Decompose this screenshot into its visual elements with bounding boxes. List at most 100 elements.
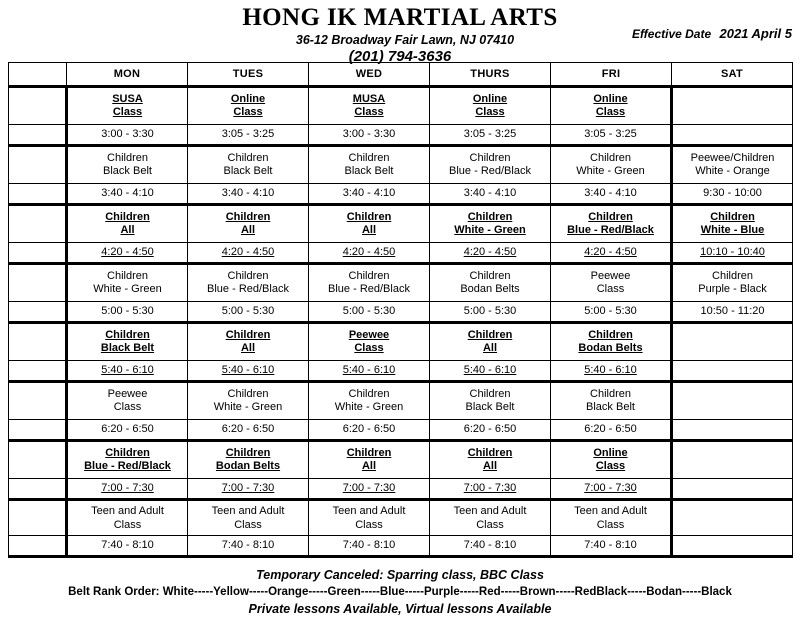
time-range-text: 3:00 - 3:30 [101, 128, 154, 140]
cell-lines: 5:00 - 5:30 [68, 302, 187, 321]
cell-lines: Children Blue - Red/Black [430, 147, 550, 183]
schedule-class-row: Children All Children All Children All Childre… [8, 203, 793, 243]
row-stub-cell [8, 124, 67, 147]
cell-lines: 5:40 - 6:10 [188, 361, 308, 380]
class-title-line: Teen and Adult [453, 505, 527, 517]
class-detail-line: All [240, 224, 256, 236]
cell-lines: 10:50 - 11:20 [673, 302, 792, 321]
class-cell-fri-2: Children Blue - Red/Black [550, 203, 673, 243]
cell-lines [673, 479, 792, 498]
time-cell-mon-4: 5:40 - 6:10 [65, 360, 188, 383]
time-range-text: 4:20 - 4:50 [584, 246, 637, 258]
class-cell-mon-6: Children Blue - Red/Black [65, 439, 188, 479]
class-cell-tues-7: Teen and Adult Class [187, 498, 309, 536]
class-detail-line: Black Belt [223, 165, 273, 177]
class-detail-line: Class [233, 106, 263, 118]
class-detail-line: Class [354, 106, 384, 118]
class-detail-line: Blue - Red/Black [449, 165, 531, 177]
class-detail-line: White - Green [334, 401, 404, 413]
time-range-text: 3:40 - 4:10 [221, 187, 275, 199]
cell-lines: 4:20 - 4:50 [430, 243, 550, 262]
class-cell-sat-7 [671, 498, 793, 536]
class-title-line: Peewee/Children [690, 152, 775, 164]
time-cell-tues-3: 5:00 - 5:30 [187, 301, 309, 324]
class-detail-line: Class [113, 401, 142, 413]
time-range-text: 3:40 - 4:10 [584, 187, 637, 199]
cell-lines: Children Black Belt [68, 324, 187, 360]
time-cell-fri-0: 3:05 - 3:25 [550, 124, 673, 147]
row-stub-cell [8, 85, 67, 125]
cell-lines: 6:20 - 6:50 [68, 420, 187, 439]
time-range-text: 5:40 - 6:10 [221, 364, 275, 376]
day-header-row: MON TUES WED THURS FRI SAT [8, 62, 793, 87]
time-cell-wed-4: 5:40 - 6:10 [308, 360, 430, 383]
class-cell-fri-5: Children Black Belt [550, 380, 673, 420]
cell-lines: 7:00 - 7:30 [309, 479, 429, 498]
time-cell-fri-5: 6:20 - 6:50 [550, 419, 673, 442]
class-cell-fri-4: Children Bodan Belts [550, 321, 673, 361]
cell-lines: Children Blue - Red/Black [309, 265, 429, 301]
cell-lines: Children All [188, 206, 308, 242]
schedule-class-row: Children Black Belt Children Black Belt Chil… [8, 144, 793, 184]
cell-lines: 10:10 - 10:40 [673, 243, 792, 262]
class-cell-wed-5: Children White - Green [308, 380, 430, 420]
schedule-time-row: 7:40 - 8:10 7:40 - 8:10 7:40 - 8:10 7:40 - … [8, 535, 793, 558]
time-range-text: 3:05 - 3:25 [463, 128, 517, 140]
class-detail-line: Black Belt [344, 165, 394, 177]
class-title-line: Children [710, 211, 755, 223]
class-cell-wed-4: Peewee Class [308, 321, 430, 361]
cell-lines: 5:40 - 6:10 [551, 361, 670, 380]
schedule-class-row: SUSA Class Online Class MUSA Class Online Class… [8, 85, 793, 125]
cell-lines: Children Bodan Belts [430, 265, 550, 301]
time-range-text: 6:20 - 6:50 [101, 423, 154, 435]
time-cell-sat-7 [671, 535, 793, 558]
class-title-line: Teen and Adult [574, 505, 647, 517]
class-detail-line: Class [595, 106, 626, 118]
time-cell-sat-6 [671, 478, 793, 501]
time-cell-fri-7: 7:40 - 8:10 [550, 535, 673, 558]
schedule-time-row: 6:20 - 6:50 6:20 - 6:50 6:20 - 6:50 6:20 - … [8, 419, 793, 442]
class-cell-mon-2: Children All [65, 203, 188, 243]
class-cell-sat-6 [671, 439, 793, 479]
cell-lines: Children White - Green [551, 147, 670, 183]
cell-lines: Children All [430, 324, 550, 360]
class-title-line: Children [105, 329, 150, 341]
class-cell-thurs-7: Teen and Adult Class [429, 498, 551, 536]
cell-lines: 7:00 - 7:30 [68, 479, 187, 498]
class-detail-line: Blue - Red/Black [84, 460, 171, 472]
row-stub-cell [8, 144, 67, 184]
cell-lines: 4:20 - 4:50 [188, 243, 308, 262]
time-cell-thurs-2: 4:20 - 4:50 [429, 242, 551, 265]
class-cell-thurs-2: Children White - Green [429, 203, 551, 243]
cell-lines: Teen and Adult Class [430, 501, 550, 535]
cell-lines: 9:30 - 10:00 [673, 184, 792, 203]
class-title-line: Children [105, 447, 150, 459]
class-title-line: Children [469, 152, 511, 164]
cell-lines: 6:20 - 6:50 [430, 420, 550, 439]
cell-lines: Children All [309, 206, 429, 242]
cell-lines [673, 361, 792, 380]
cell-lines: 6:20 - 6:50 [309, 420, 429, 439]
class-title-line: MUSA [352, 93, 386, 105]
time-cell-sat-4 [671, 360, 793, 383]
schedule-time-row: 4:20 - 4:50 4:20 - 4:50 4:20 - 4:50 4:20 - … [8, 242, 793, 265]
cell-lines: Teen and Adult Class [309, 501, 429, 535]
time-cell-thurs-4: 5:40 - 6:10 [429, 360, 551, 383]
class-title-line: Children [469, 388, 511, 400]
time-range-text: 6:20 - 6:50 [221, 423, 275, 435]
class-title-line: Children [590, 152, 631, 164]
cell-lines: Online Class [430, 88, 550, 124]
cell-lines: Children Black Belt [551, 383, 670, 419]
class-detail-line: Class [596, 519, 625, 531]
time-range-text: 4:20 - 4:50 [221, 246, 275, 258]
time-range-text: 7:40 - 8:10 [463, 539, 517, 551]
cell-lines: Children Black Belt [188, 147, 308, 183]
class-cell-sat-4 [671, 321, 793, 361]
effective-date-label: Effective Date [631, 27, 712, 41]
class-cell-wed-1: Children Black Belt [308, 144, 430, 184]
cell-lines: Children Bodan Belts [188, 442, 308, 478]
class-title-line: Children [225, 447, 271, 459]
class-title-line: Children [467, 211, 513, 223]
time-cell-fri-1: 3:40 - 4:10 [550, 183, 673, 206]
table-head: MON TUES WED THURS FRI SAT [8, 62, 793, 87]
